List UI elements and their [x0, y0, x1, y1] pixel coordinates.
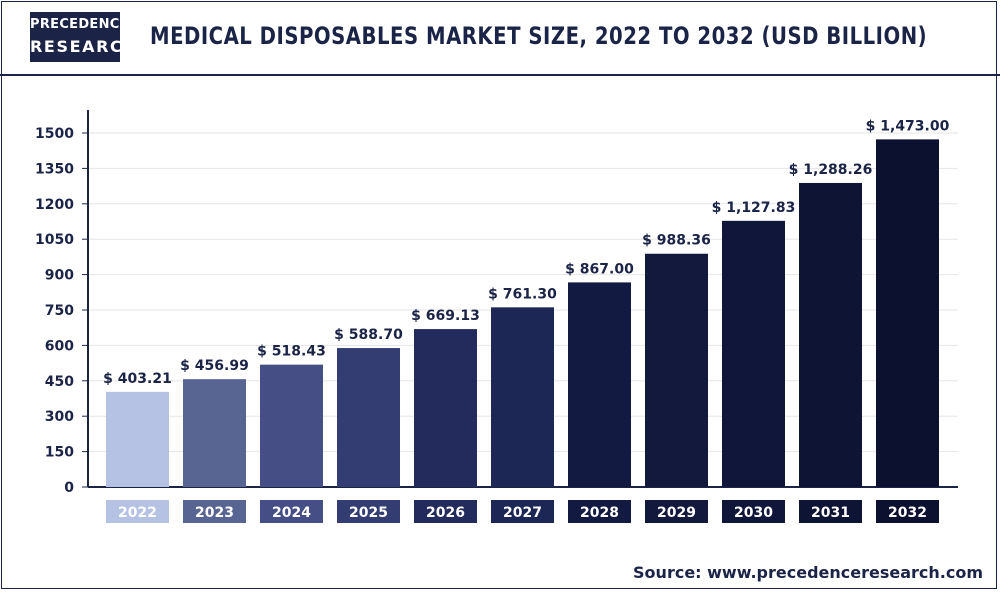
category-label-2022: 2022	[118, 505, 157, 521]
header: PRECEDENCE RESEARCH MEDICAL DISPOSABLES …	[0, 0, 1000, 76]
y-tick-label: 1200	[35, 197, 74, 213]
value-label-2027: $ 761.30	[488, 286, 557, 302]
category-label-box-2027	[491, 500, 554, 523]
category-label-box-2025	[337, 500, 400, 523]
value-label-2031: $ 1,288.26	[789, 162, 873, 178]
value-label-2024: $ 518.43	[257, 344, 326, 360]
y-tick-label: 300	[45, 409, 74, 425]
y-tick-label: 150	[45, 445, 74, 461]
chart-title: MEDICAL DISPOSABLES MARKET SIZE, 2022 TO…	[150, 22, 928, 50]
category-label-2031: 2031	[811, 505, 850, 521]
y-tick-label: 0	[64, 480, 74, 496]
bar-2024	[260, 364, 323, 487]
category-label-box-2024	[260, 500, 323, 523]
bar-2025	[337, 348, 400, 487]
y-tick-label: 1500	[35, 126, 74, 142]
y-tick-label: 900	[45, 268, 74, 284]
category-label-2024: 2024	[272, 505, 311, 521]
bar-2028	[568, 282, 631, 487]
logo-line2: RESEARCH	[30, 37, 139, 56]
source-credit: Source: www.precedenceresearch.com	[633, 563, 983, 582]
category-label-box-2026	[414, 500, 477, 523]
category-label-box-2031	[799, 500, 862, 523]
category-label-box-2030	[722, 500, 785, 523]
y-tick-label: 750	[45, 303, 74, 319]
bar-2026	[414, 329, 477, 487]
bar-2023	[183, 379, 246, 487]
bar-2031	[799, 182, 862, 487]
category-label-2030: 2030	[734, 505, 773, 521]
bar-2027	[491, 307, 554, 487]
bar-2030	[722, 220, 785, 487]
category-label-2028: 2028	[580, 505, 619, 521]
category-label-box-2022	[106, 500, 169, 523]
value-label-2030: $ 1,127.83	[712, 200, 796, 216]
y-tick-label: 450	[45, 374, 74, 390]
bar-2029	[645, 253, 708, 487]
y-tick-label: 600	[45, 338, 74, 354]
category-label-2029: 2029	[657, 505, 696, 521]
category-label-2032: 2032	[888, 505, 927, 521]
y-tick-label: 1050	[35, 232, 74, 248]
bar-2032	[876, 139, 939, 487]
category-label-2026: 2026	[426, 505, 465, 521]
value-label-2026: $ 669.13	[411, 308, 480, 324]
value-label-2025: $ 588.70	[334, 327, 403, 343]
precedence-research-logo: PRECEDENCE RESEARCH	[30, 12, 139, 62]
value-label-2028: $ 867.00	[565, 261, 634, 277]
category-label-box-2023	[183, 500, 246, 523]
value-label-2022: $ 403.21	[103, 371, 172, 387]
category-label-2023: 2023	[195, 505, 234, 521]
category-label-box-2029	[645, 500, 708, 523]
category-label-2025: 2025	[349, 505, 388, 521]
value-label-2029: $ 988.36	[642, 233, 711, 249]
bar-2022	[106, 391, 169, 487]
value-label-2023: $ 456.99	[180, 358, 249, 374]
logo-line1: PRECEDENCE	[30, 17, 129, 32]
y-tick-label: 1350	[35, 161, 74, 177]
value-label-2032: $ 1,473.00	[866, 118, 950, 134]
category-label-box-2032	[876, 500, 939, 523]
category-label-2027: 2027	[503, 505, 542, 521]
category-label-box-2028	[568, 500, 631, 523]
